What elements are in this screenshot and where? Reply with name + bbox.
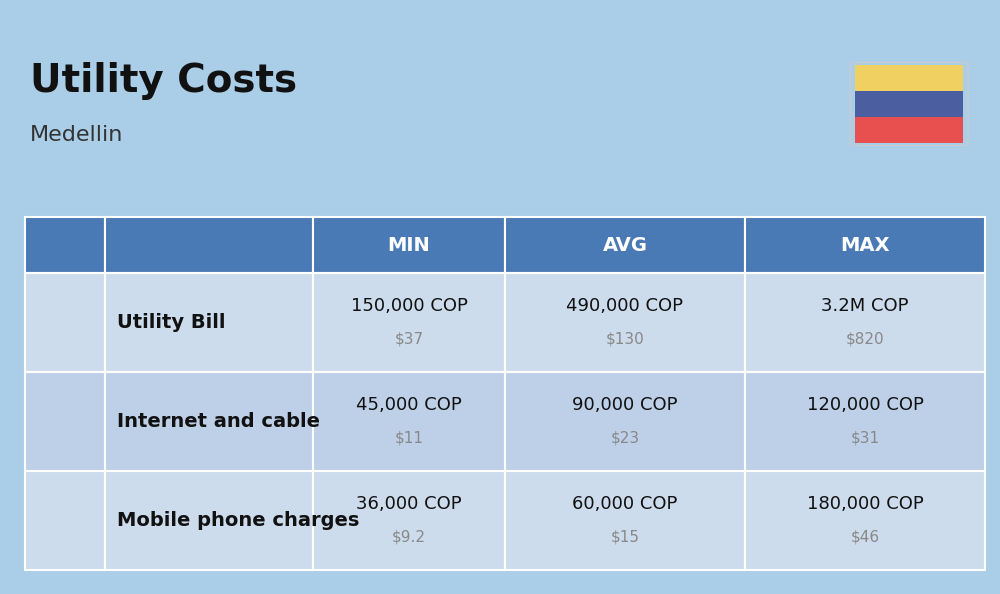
Text: 📱: 📱 bbox=[54, 504, 76, 538]
Text: $15: $15 bbox=[610, 530, 639, 545]
Text: 150,000 COP: 150,000 COP bbox=[351, 297, 467, 315]
Text: AVG: AVG bbox=[602, 236, 647, 254]
Text: 📶: 📶 bbox=[57, 397, 72, 421]
Text: $37: $37 bbox=[394, 332, 424, 347]
Text: 120,000 COP: 120,000 COP bbox=[807, 396, 923, 414]
Text: $130: $130 bbox=[606, 332, 644, 347]
Text: Utility Bill: Utility Bill bbox=[117, 313, 225, 332]
Text: $11: $11 bbox=[394, 431, 423, 446]
Text: ⚙️: ⚙️ bbox=[55, 288, 75, 308]
FancyBboxPatch shape bbox=[30, 322, 63, 369]
Text: 180,000 COP: 180,000 COP bbox=[807, 495, 923, 513]
Text: $46: $46 bbox=[850, 530, 880, 545]
Text: $9.2: $9.2 bbox=[392, 530, 426, 545]
Text: MIN: MIN bbox=[388, 236, 430, 254]
Text: 90,000 COP: 90,000 COP bbox=[572, 396, 678, 414]
Text: 36,000 COP: 36,000 COP bbox=[356, 495, 462, 513]
Text: 45,000 COP: 45,000 COP bbox=[356, 396, 462, 414]
Text: Mobile phone charges: Mobile phone charges bbox=[117, 511, 359, 530]
Text: 💧: 💧 bbox=[78, 340, 88, 355]
Text: 3.2M COP: 3.2M COP bbox=[821, 297, 909, 315]
Text: $31: $31 bbox=[850, 431, 880, 446]
FancyBboxPatch shape bbox=[66, 322, 100, 369]
Text: $820: $820 bbox=[846, 332, 884, 347]
Text: Medellin: Medellin bbox=[30, 125, 123, 145]
Text: 60,000 COP: 60,000 COP bbox=[572, 495, 678, 513]
Text: Internet and cable: Internet and cable bbox=[117, 412, 320, 431]
Text: MAX: MAX bbox=[840, 236, 890, 254]
Text: Utility Costs: Utility Costs bbox=[30, 62, 297, 100]
Text: 490,000 COP: 490,000 COP bbox=[566, 297, 683, 315]
Text: 🔌: 🔌 bbox=[41, 337, 53, 356]
Text: 🖥️: 🖥️ bbox=[57, 436, 72, 460]
Text: $23: $23 bbox=[610, 431, 640, 446]
